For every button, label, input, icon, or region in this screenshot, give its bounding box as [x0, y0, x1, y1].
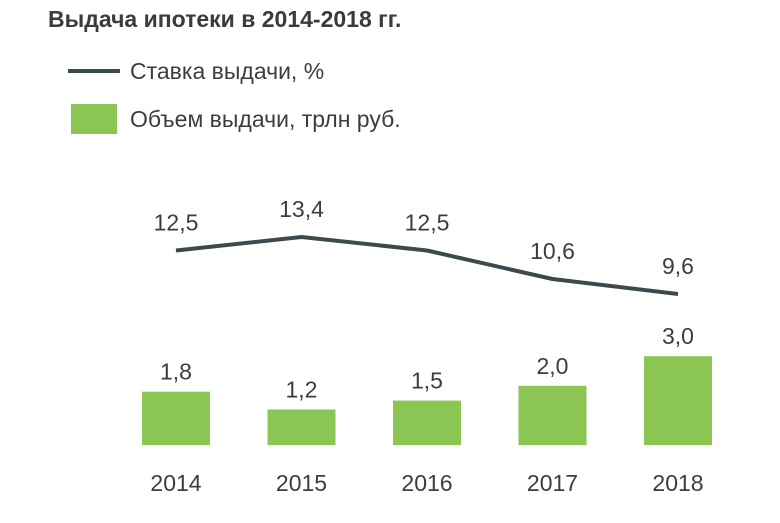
bar-value-label-2018: 3,0	[662, 323, 694, 349]
bar-2016	[393, 400, 461, 445]
x-tick-label-2017: 2017	[527, 470, 578, 496]
legend-label-volume: Объем выдачи, трлн руб.	[130, 105, 401, 132]
bar-2017	[518, 385, 587, 445]
legend-bar-swatch	[71, 104, 117, 134]
rate-value-label-2018: 9,6	[662, 253, 694, 279]
legend-item-rate: Ставка выдачи, %	[68, 56, 324, 86]
rate-value-label-2016: 12,5	[405, 210, 450, 236]
bar-2015	[267, 409, 336, 445]
legend-label-rate: Ставка выдачи, %	[130, 57, 325, 84]
x-tick-label-2018: 2018	[652, 470, 703, 496]
rate-value-label-2015: 13,4	[279, 196, 324, 222]
bar-2018	[644, 356, 712, 445]
bar-2014	[142, 391, 210, 445]
x-tick-label-2014: 2014	[150, 470, 201, 496]
bar-value-label-2015: 1,2	[286, 376, 318, 402]
legend-line-swatch	[68, 69, 120, 73]
bar-value-label-2016: 1,5	[411, 368, 443, 394]
legend-item-volume: Объем выдачи, трлн руб.	[68, 104, 401, 134]
rate-value-label-2017: 10,6	[530, 238, 575, 264]
x-tick-label-2015: 2015	[276, 470, 327, 496]
bar-value-label-2014: 1,8	[160, 359, 192, 385]
bar-value-label-2017: 2,0	[537, 353, 569, 379]
x-tick-label-2016: 2016	[401, 470, 452, 496]
rate-value-label-2014: 12,5	[154, 210, 199, 236]
chart-title: Выдача ипотеки в 2014-2018 гг.	[48, 6, 402, 32]
rate-line	[175, 235, 679, 296]
